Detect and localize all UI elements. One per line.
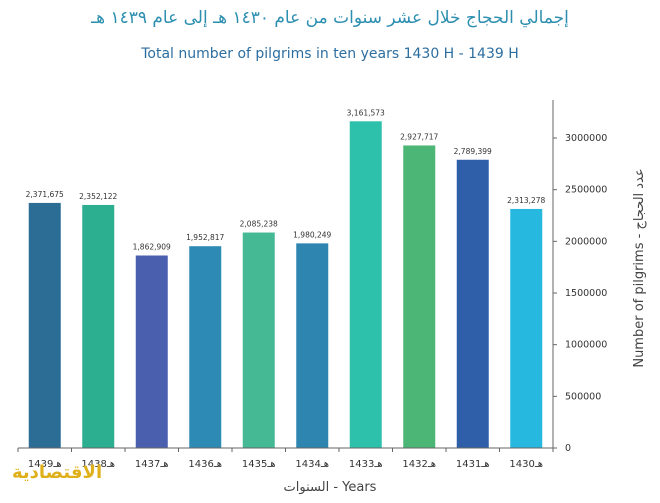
- y-tick-label-4: 2000000: [565, 236, 607, 247]
- bar-6: [349, 121, 382, 448]
- x-tick-label-1: 1438هـ: [81, 459, 115, 470]
- y-tick-label-6: 3000000: [565, 133, 607, 144]
- data-label-2: 1,862,909: [133, 242, 171, 251]
- chart-subtitle: Total number of pilgrims in ten years 14…: [141, 46, 519, 62]
- data-label-7: 2,927,717: [400, 132, 438, 141]
- x-tick-label-0: 1439هـ: [28, 459, 62, 470]
- data-label-4: 2,085,238: [240, 220, 278, 229]
- x-tick-label-3: 1436هـ: [188, 459, 222, 470]
- y-tick-label-0: 0: [565, 443, 571, 454]
- data-label-3: 1,952,817: [186, 233, 224, 242]
- x-tick-label-6: 1433هـ: [349, 459, 383, 470]
- publisher-logo: الاقتصادية: [12, 462, 103, 483]
- x-tick-label-4: 1435هـ: [242, 459, 276, 470]
- bar-5: [296, 243, 329, 448]
- y-tick-label-1: 500000: [565, 391, 601, 402]
- bar-0: [28, 202, 61, 448]
- data-label-5: 1,980,249: [293, 230, 331, 239]
- bar-3: [189, 246, 222, 448]
- x-tick-label-8: 1431هـ: [456, 459, 490, 470]
- y-tick-label-3: 1500000: [565, 288, 607, 299]
- data-label-1: 2,352,122: [79, 192, 117, 201]
- bar-4: [242, 232, 275, 448]
- bar-7: [403, 145, 436, 448]
- bar-9: [510, 208, 543, 448]
- data-label-6: 3,161,573: [347, 108, 385, 117]
- data-label-9: 2,313,278: [507, 196, 545, 205]
- bar-2: [135, 255, 168, 448]
- x-axis-label: السنوات - Years: [284, 480, 377, 495]
- y-tick-label-5: 2500000: [565, 185, 607, 196]
- x-tick-label-2: 1437هـ: [135, 459, 169, 470]
- x-tick-label-7: 1432هـ: [402, 459, 436, 470]
- x-tick-label-9: 1430هـ: [509, 459, 543, 470]
- bar-8: [456, 159, 489, 449]
- bar-1: [82, 204, 115, 448]
- x-tick-label-5: 1434هـ: [295, 459, 329, 470]
- y-tick-label-2: 1000000: [565, 340, 607, 351]
- chart-title: إجمالي الحجاج خلال عشر سنوات من عام ١٤٣٠…: [91, 8, 569, 28]
- y-axis-label: Number of pilgrims - عدد الحجاج: [632, 168, 647, 367]
- data-label-0: 2,371,675: [26, 190, 64, 199]
- data-label-8: 2,789,399: [454, 147, 492, 156]
